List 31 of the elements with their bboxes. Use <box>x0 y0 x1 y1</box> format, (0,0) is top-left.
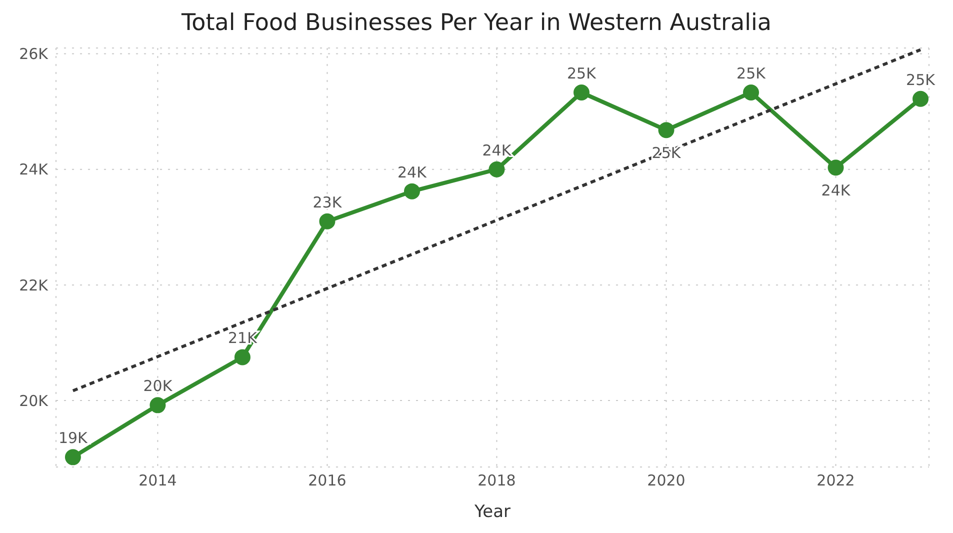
chart-title: Total Food Businesses Per Year in Western Australia <box>180 9 772 38</box>
point <box>404 183 420 200</box>
point <box>743 84 760 100</box>
data-label: 24K <box>482 141 512 160</box>
point <box>828 160 844 176</box>
x-tick-label: 2018 <box>478 472 516 490</box>
data-label: 23K <box>312 193 343 212</box>
point <box>912 90 929 107</box>
data-label: 24K <box>398 163 428 182</box>
point <box>150 397 166 414</box>
x-tick-label: 2020 <box>647 472 686 490</box>
y-tick-label: 24K <box>19 160 50 179</box>
x-tick-label: 2014 <box>138 472 177 490</box>
point <box>319 213 336 230</box>
point <box>573 84 590 100</box>
y-tick-label: 22K <box>19 276 50 294</box>
point <box>234 349 250 366</box>
data-label: 19K <box>58 429 89 448</box>
x-tick-label: 2022 <box>816 472 855 490</box>
y-tick-label: 20K <box>19 392 50 410</box>
data-label: 25K <box>736 64 767 82</box>
data-label: 24K <box>821 182 852 200</box>
y-tick-label: 26K <box>19 45 50 64</box>
point <box>488 161 505 178</box>
x-tick-label: 2016 <box>308 472 346 490</box>
point <box>64 449 81 466</box>
x-axis-title: Year <box>474 502 511 522</box>
point <box>658 122 674 138</box>
data-label: 20K <box>143 377 174 396</box>
data-label: 25K <box>906 70 936 89</box>
data-label: 25K <box>567 64 598 82</box>
